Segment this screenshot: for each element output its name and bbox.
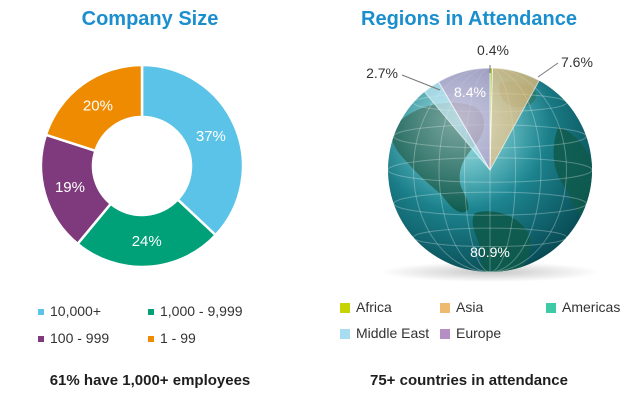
globe-label-middle-east: 2.7% bbox=[366, 65, 398, 81]
legend-label: 1,000 - 9,999 bbox=[160, 303, 243, 319]
leader-line-asia bbox=[537, 62, 559, 78]
regions-summary: 75+ countries in attendance bbox=[370, 372, 568, 389]
legend-swatch bbox=[38, 336, 44, 343]
donut-slice-1-99 bbox=[44, 63, 144, 153]
legend-swatch bbox=[440, 329, 450, 340]
donut-label-10-000: 37% bbox=[196, 128, 226, 145]
legend-item-europe: Europe bbox=[440, 324, 501, 342]
leader-line-middle-east bbox=[401, 74, 441, 91]
donut-label-1-99: 20% bbox=[83, 97, 113, 114]
legend-label: 1 - 99 bbox=[160, 330, 196, 346]
legend-item-americas: Americas bbox=[546, 298, 620, 316]
legend-item-1-000-9-999: 1,000 - 9,999 bbox=[148, 302, 243, 320]
legend-label: Europe bbox=[456, 325, 502, 341]
donut-slice-1-000-9-999 bbox=[75, 197, 218, 269]
legend-label: 10,000+ bbox=[50, 303, 101, 319]
legend-item-100-999: 100 - 999 bbox=[38, 329, 109, 347]
globe-label-asia: 7.6% bbox=[561, 54, 593, 70]
legend-item-asia: Asia bbox=[440, 298, 483, 316]
globe-label-africa: 0.4% bbox=[477, 42, 509, 58]
legend-swatch bbox=[340, 329, 350, 340]
regions-panel: Regions in Attendance bbox=[300, 0, 638, 404]
regions-labels: 0.4% 7.6% 80.9% 2.7% 8.4% bbox=[366, 42, 593, 260]
legend-item-middle-east: Middle East bbox=[340, 324, 429, 342]
globe-highlight bbox=[388, 68, 592, 272]
donut-label-1-000-9-999: 24% bbox=[132, 233, 162, 250]
legend-swatch bbox=[148, 309, 154, 316]
legend-label: Middle East bbox=[356, 325, 430, 341]
legend-swatch bbox=[148, 336, 154, 343]
donut-label-100-999: 19% bbox=[55, 179, 85, 196]
regions-title: Regions in Attendance bbox=[361, 8, 577, 30]
donut-slice-10-000 bbox=[140, 63, 245, 237]
legend-swatch bbox=[38, 309, 44, 316]
company-size-legend: 10,000+ 1,000 - 9,999 100 - 999 1 - 99 bbox=[0, 0, 300, 404]
company-size-summary: 61% have 1,000+ employees bbox=[49, 372, 251, 389]
legend-label: Americas bbox=[562, 299, 621, 315]
legend-label: 100 - 999 bbox=[50, 330, 110, 346]
legend-swatch bbox=[546, 303, 556, 314]
globe-label-europe: 8.4% bbox=[454, 84, 486, 100]
legend-swatch bbox=[340, 303, 350, 314]
company-size-donut-chart: 37% 24% 19% 20% bbox=[39, 63, 245, 269]
regions-legend: Africa Asia Americas Middle East Europe bbox=[300, 0, 638, 404]
legend-swatch bbox=[440, 303, 450, 314]
legend-label: Asia bbox=[456, 299, 484, 315]
company-size-panel: Company Size 37% 24% 19% 20% 10,000+ 1,000 -… bbox=[0, 0, 300, 404]
legend-item-1-99: 1 - 99 bbox=[148, 329, 196, 347]
legend-item-10-000: 10,000+ bbox=[38, 302, 101, 320]
company-size-title: Company Size bbox=[81, 8, 219, 30]
legend-item-africa: Africa bbox=[340, 298, 392, 316]
legend-label: Africa bbox=[356, 299, 392, 315]
regions-globe-chart: 0.4% 7.6% 80.9% 2.7% 8.4% bbox=[366, 42, 600, 282]
globe-label-americas: 80.9% bbox=[470, 244, 510, 260]
